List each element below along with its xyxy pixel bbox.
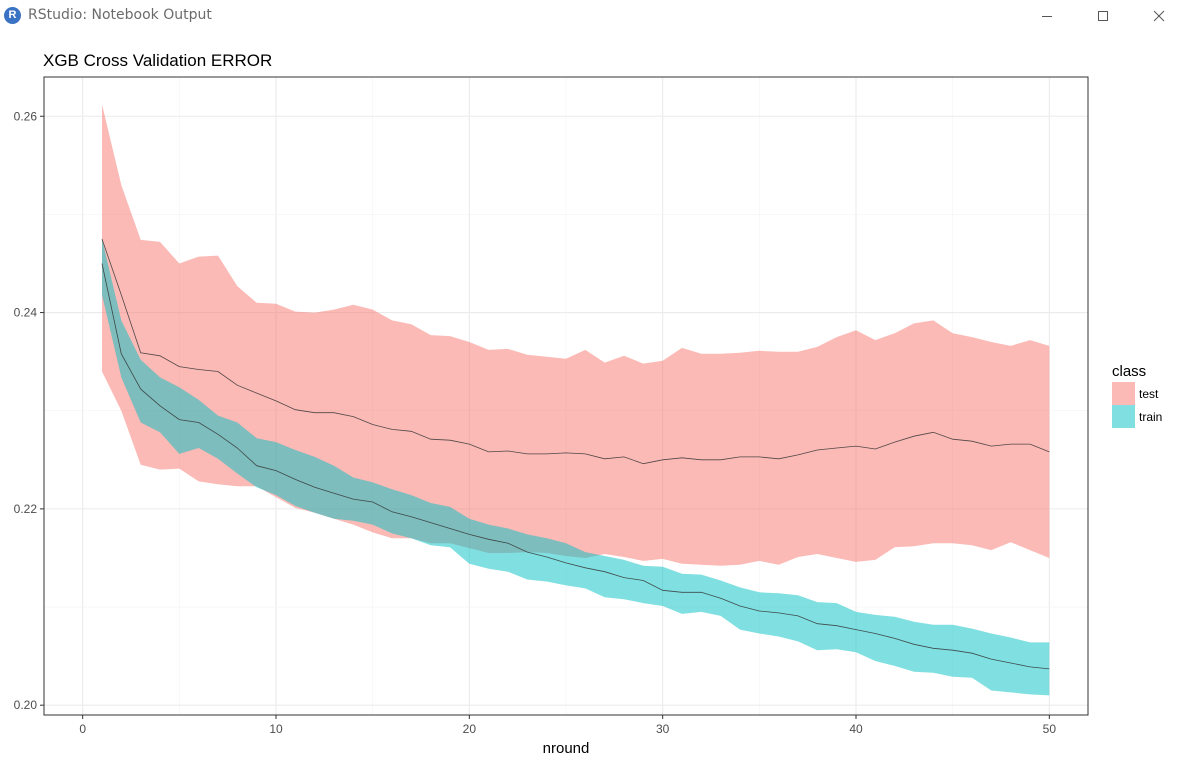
- window-titlebar: R RStudio: Notebook Output: [0, 0, 1181, 32]
- x-tick-label: 10: [269, 722, 283, 736]
- legend-title: class: [1112, 363, 1146, 380]
- ribbon-test: [102, 104, 1050, 566]
- mean-line-test: [101, 238, 1050, 465]
- y-tick-label: 0.26: [14, 109, 38, 123]
- maximize-button[interactable]: [1080, 0, 1126, 32]
- minimize-icon: [1042, 16, 1052, 17]
- legend-label-train: train: [1139, 410, 1162, 424]
- maximize-icon: [1098, 11, 1108, 21]
- x-tick-label: 20: [463, 722, 477, 736]
- chart-title: XGB Cross Validation ERROR: [43, 51, 273, 70]
- window-title: RStudio: Notebook Output: [28, 7, 212, 23]
- rstudio-logo-icon: R: [4, 7, 21, 24]
- x-axis-label: nround: [543, 740, 590, 757]
- x-tick-label: 40: [849, 722, 863, 736]
- legend-label-test: test: [1139, 387, 1159, 401]
- y-tick-label: 0.22: [14, 502, 38, 516]
- x-tick-label: 30: [656, 722, 670, 736]
- legend-key-train: [1112, 405, 1135, 428]
- y-tick-label: 0.24: [14, 306, 38, 320]
- minimize-button[interactable]: [1024, 0, 1070, 32]
- close-button[interactable]: [1136, 0, 1181, 32]
- legend-key-test: [1112, 382, 1135, 405]
- close-icon: [1153, 10, 1165, 22]
- y-tick-label: 0.20: [14, 698, 38, 712]
- x-tick-label: 0: [79, 722, 86, 736]
- x-tick-label: 50: [1043, 722, 1057, 736]
- mean-line-train: [101, 263, 1050, 670]
- ribbon-train: [102, 239, 1050, 696]
- panel-border: [43, 76, 1089, 716]
